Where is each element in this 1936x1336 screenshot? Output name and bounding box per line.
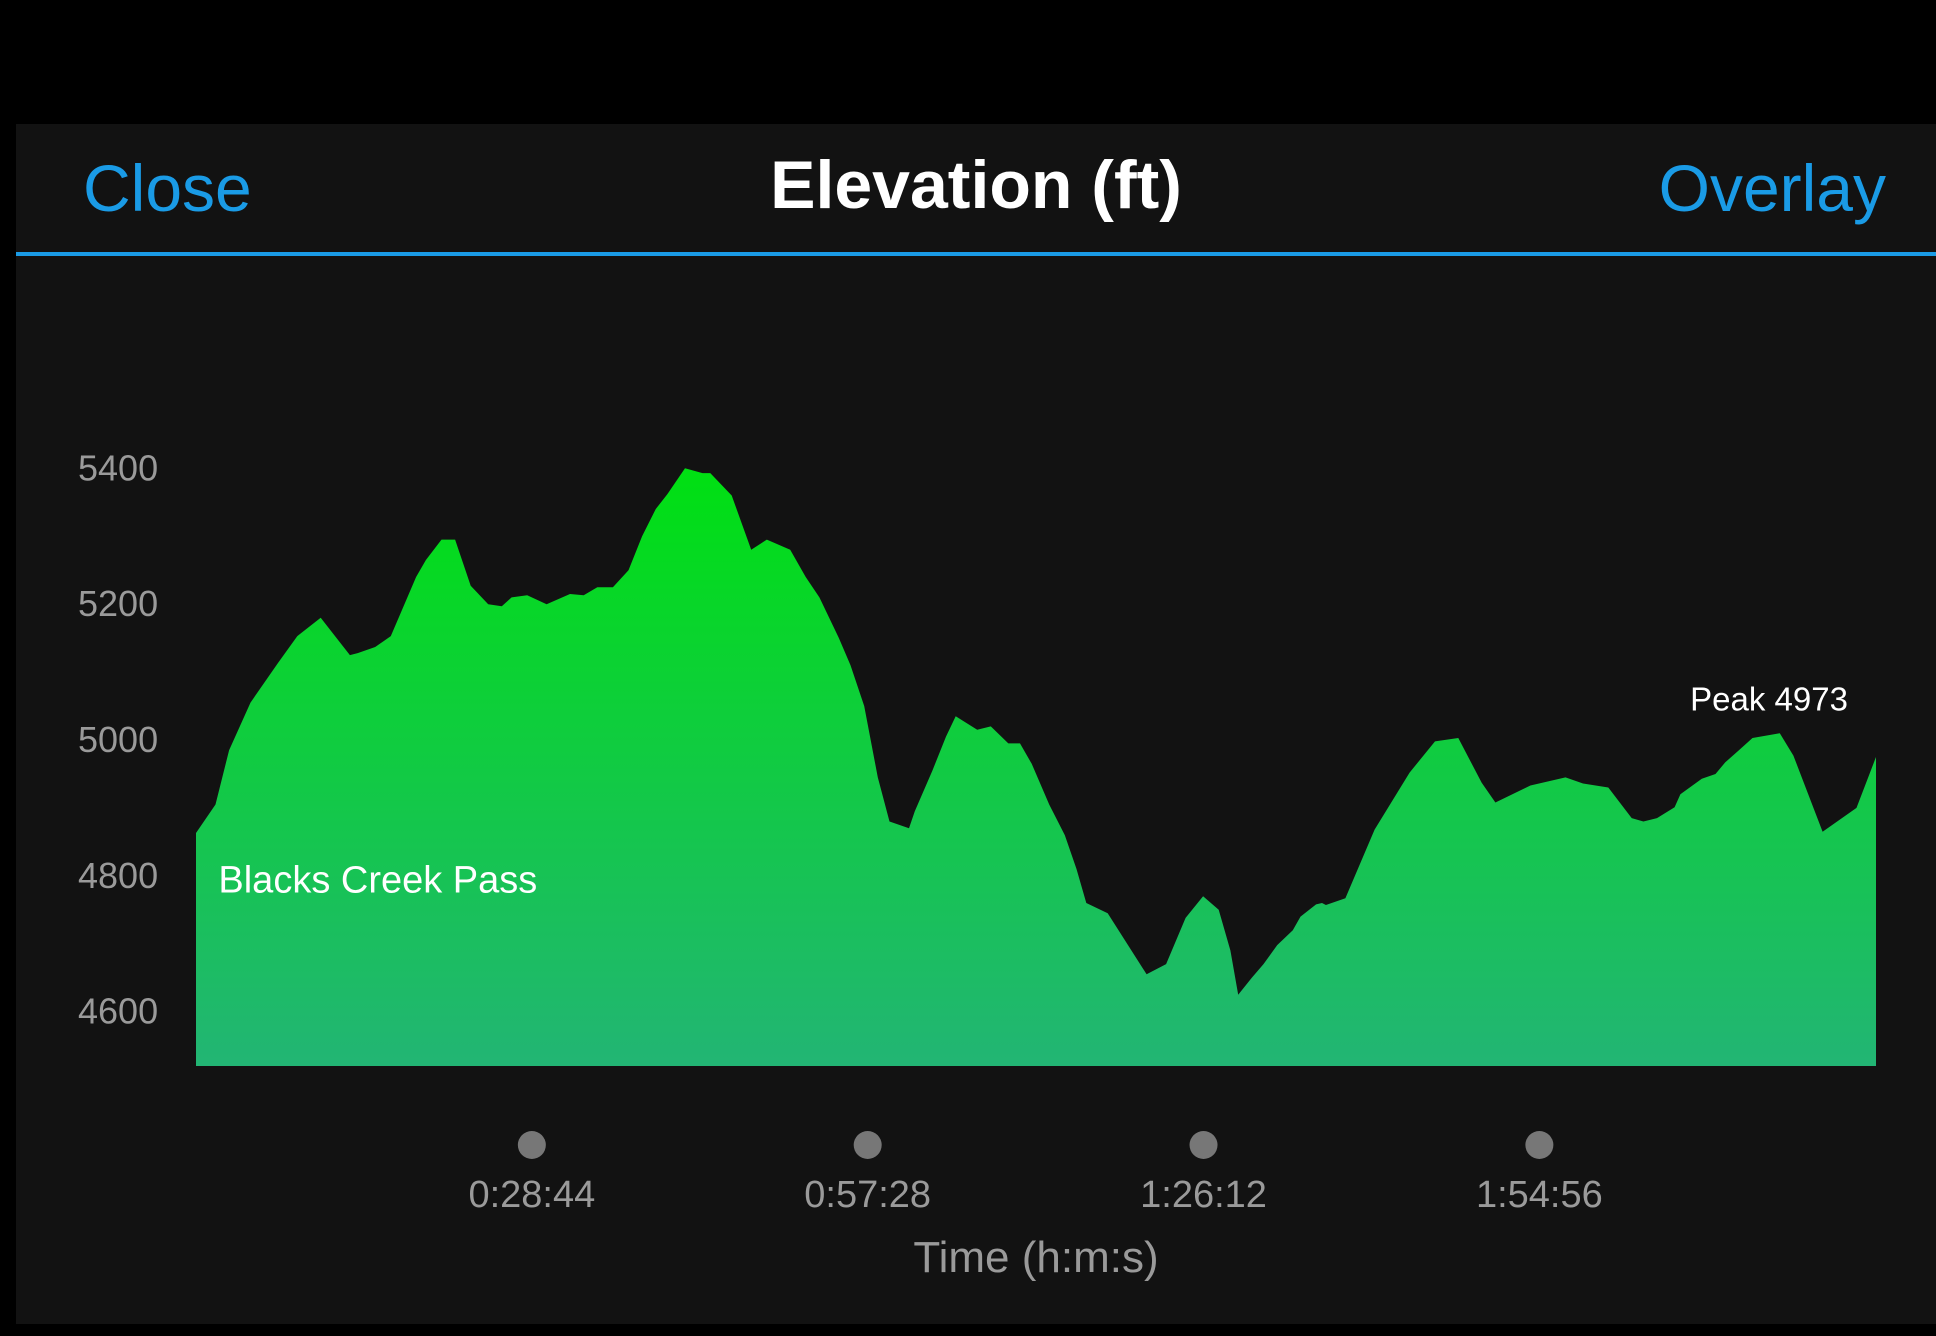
- x-tick-marker: [517, 1131, 546, 1159]
- elevation-panel: Close Elevation (ft) Overlay 5400 5200 500…: [16, 124, 1936, 1324]
- page-title: Elevation (ft): [770, 147, 1182, 223]
- y-tick-label: 4800: [78, 855, 158, 896]
- x-tick-label: 1:54:56: [1476, 1174, 1603, 1216]
- x-tick-label: 1:26:12: [1140, 1174, 1267, 1216]
- annotation-label: Blacks Creek Pass: [218, 860, 537, 902]
- close-button[interactable]: Close: [83, 151, 252, 225]
- y-tick-label: 5200: [78, 583, 158, 624]
- overlay-button[interactable]: Overlay: [1658, 151, 1886, 225]
- x-axis-title: Time (h:m:s): [913, 1233, 1158, 1282]
- x-tick-label: 0:57:28: [804, 1174, 931, 1216]
- x-tick-label: 0:28:44: [468, 1174, 595, 1216]
- y-tick-label: 4600: [78, 991, 158, 1032]
- annotation-label: Peak 4973: [1690, 680, 1848, 717]
- header-bar: Close Elevation (ft) Overlay: [16, 124, 1936, 256]
- y-tick-label: 5400: [78, 447, 158, 488]
- x-tick-marker: [853, 1131, 882, 1159]
- x-tick-marker: [1525, 1131, 1554, 1159]
- y-tick-label: 5000: [78, 719, 158, 760]
- elevation-area: [196, 468, 1876, 1066]
- elevation-chart: 5400 5200 5000 4800 4600 Blacks Creek Pass Pea…: [78, 447, 1876, 1282]
- x-tick-marker: [1189, 1131, 1218, 1159]
